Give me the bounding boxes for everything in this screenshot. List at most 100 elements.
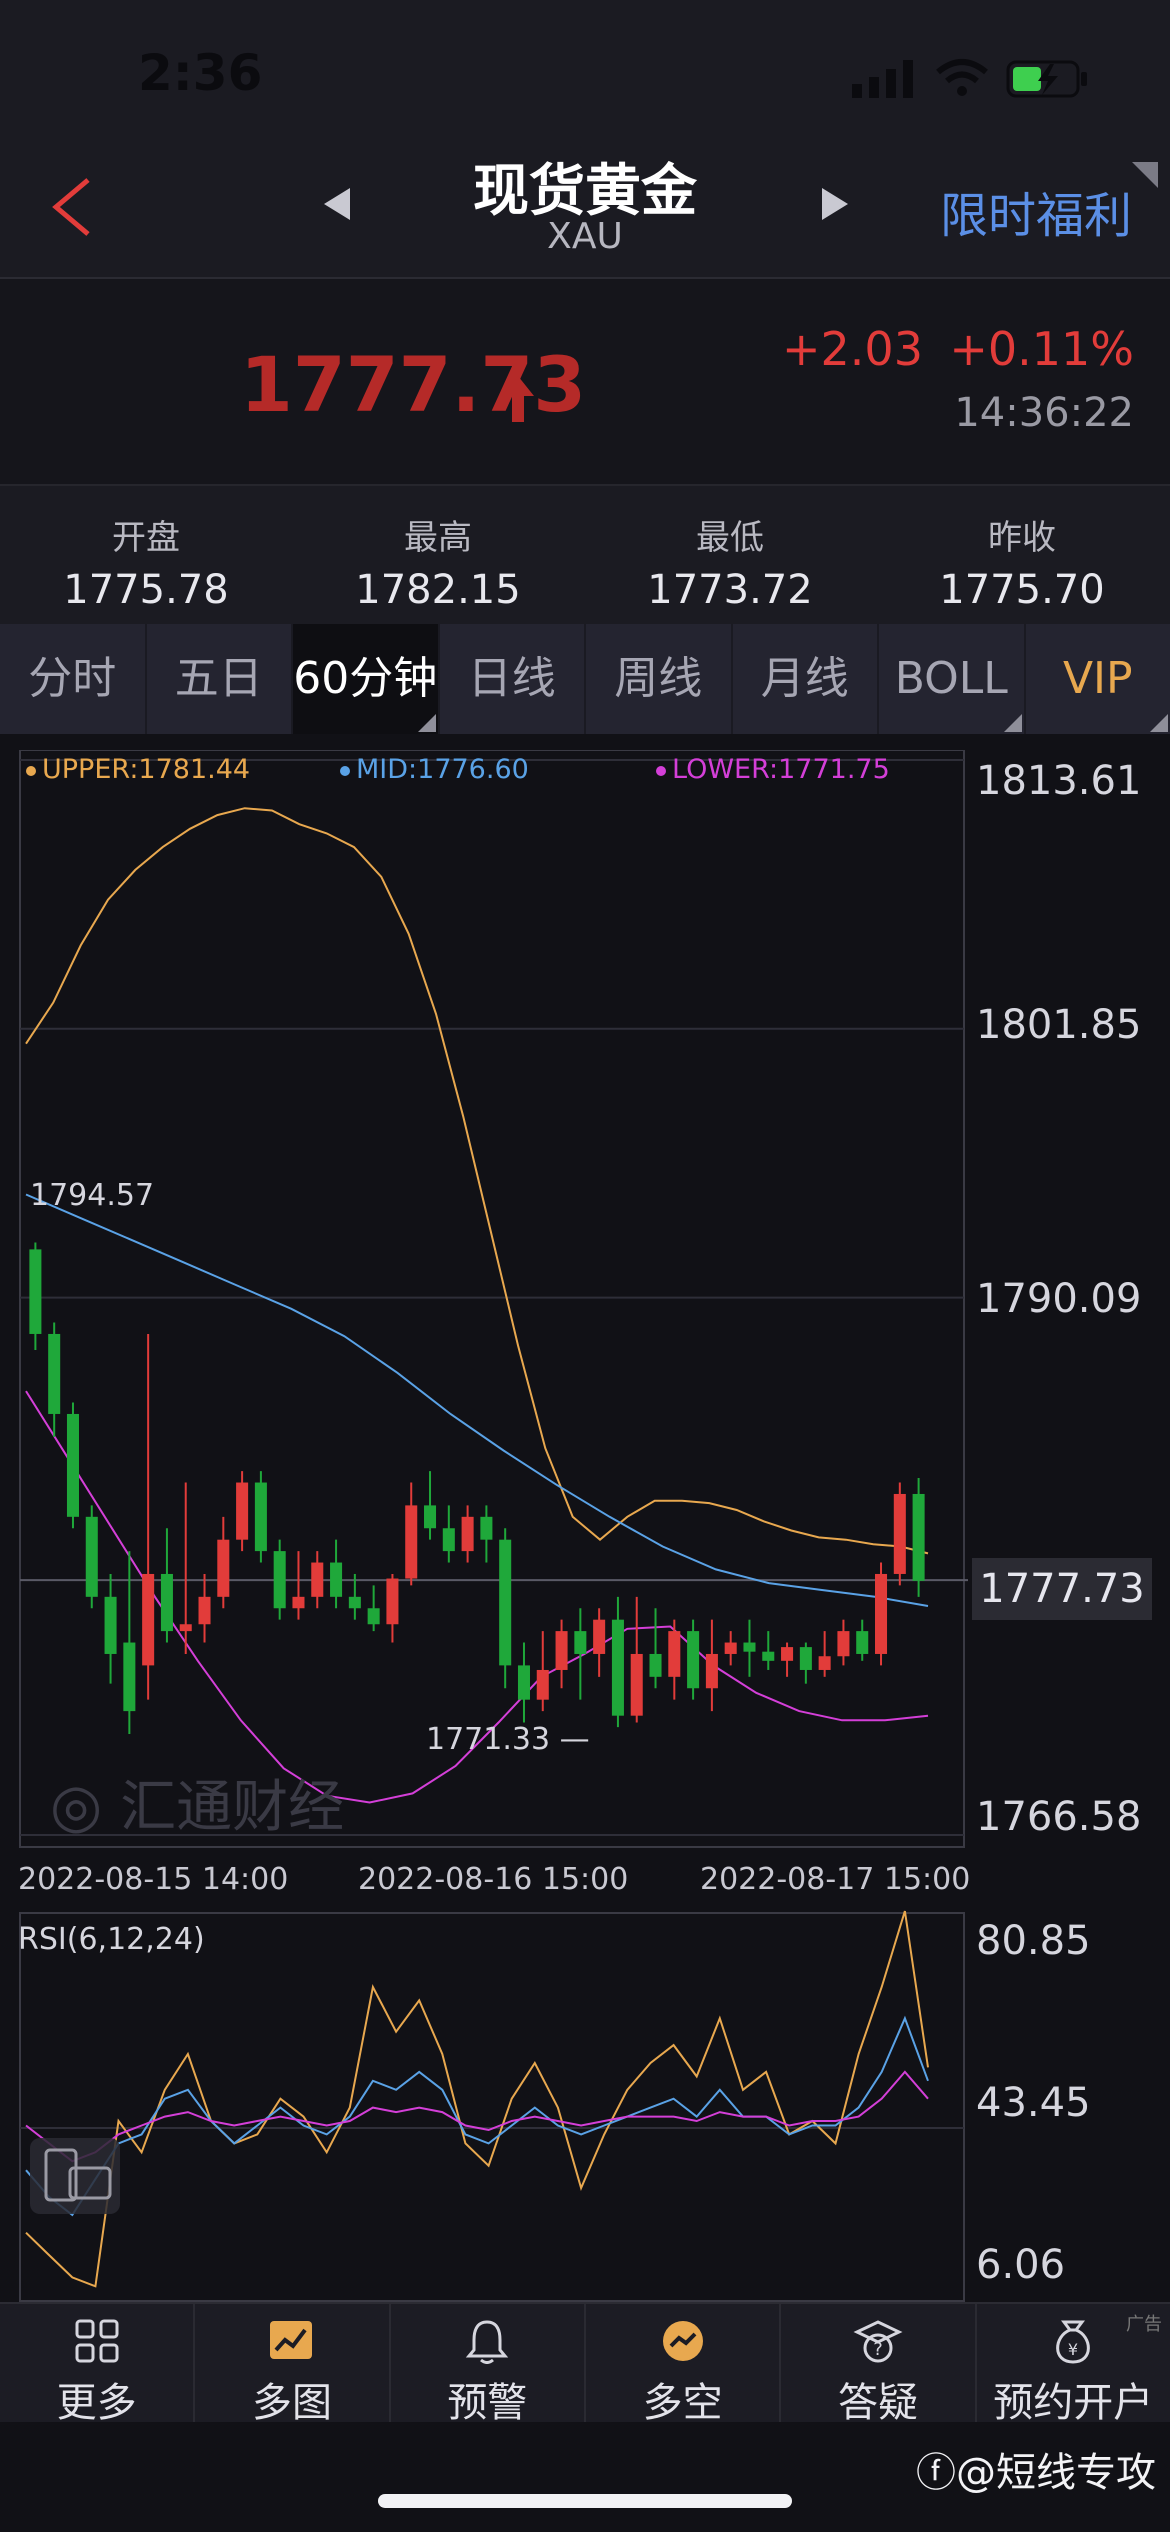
multi-chart-icon — [269, 2321, 312, 2359]
legend-lower: LOWER:1771.75 — [656, 754, 890, 785]
candle-body — [123, 1642, 136, 1712]
legend-upper: UPPER:1781.44 — [26, 754, 250, 785]
candle-body — [875, 1573, 888, 1654]
candle-body — [104, 1596, 117, 1654]
stat-prev-close: 昨收 1775.70 — [939, 518, 1105, 613]
stat-low: 最低 1773.72 — [647, 518, 813, 613]
kline-chart[interactable] — [18, 750, 1170, 2310]
wifi-icon — [936, 59, 988, 96]
up-arrow-icon — [502, 376, 534, 422]
y-tick-3: 1790.09 — [976, 1276, 1142, 1322]
nav-open-account[interactable]: 广告 ¥ 预约开户 — [977, 2304, 1170, 2426]
nav-multi-chart[interactable]: 多图 — [195, 2304, 391, 2426]
page-title: 现货黄金 — [473, 159, 697, 224]
bell-icon — [466, 2320, 509, 2364]
rsi24-line — [25, 2070, 929, 2163]
battery-icon — [1006, 60, 1087, 98]
candle-body — [893, 1493, 906, 1574]
boll-lower-line — [25, 1390, 929, 1804]
svg-text:¥: ¥ — [1068, 2340, 1078, 2359]
grid-icon — [75, 2319, 119, 2363]
nav-alert[interactable]: 预警 — [391, 2304, 586, 2426]
tab-daily[interactable]: 日线 — [440, 624, 586, 734]
stat-open: 开盘 1775.78 — [63, 518, 229, 613]
low-annotation: 1771.33 — — [426, 1722, 590, 1757]
candle-body — [818, 1656, 831, 1670]
bottom-nav: 更多 多图 预警 多空 ? 答疑 广告 ¥ — [0, 2302, 1170, 2426]
candle-body — [179, 1624, 192, 1632]
nav-more[interactable]: 更多 — [0, 2304, 196, 2426]
signal-icon — [852, 60, 913, 98]
tab-weekly[interactable]: 周线 — [586, 624, 733, 734]
candle-body — [273, 1551, 286, 1609]
page-subtitle: XAU — [547, 216, 623, 257]
stats-row: 开盘 1775.78 最高 1782.15 最低 1773.72 昨收 1775.70 — [0, 484, 1170, 626]
candle-body — [555, 1631, 568, 1670]
candle-body — [593, 1619, 606, 1654]
gift-corner-icon — [1132, 162, 1158, 188]
candle-body — [254, 1482, 267, 1552]
home-area — [0, 2422, 1170, 2532]
tab-five-day[interactable]: 五日 — [147, 624, 293, 734]
candle-body — [311, 1562, 324, 1597]
rsi-tick-2: 43.45 — [976, 2080, 1091, 2126]
header-bar — [0, 140, 1170, 279]
tab-60min[interactable]: 60分钟 — [293, 624, 440, 734]
candle-body — [499, 1539, 512, 1666]
candle-body — [743, 1642, 756, 1652]
y-tick-2: 1801.85 — [976, 1002, 1142, 1048]
status-bar: 2:36 — [0, 0, 1170, 140]
svg-text:?: ? — [873, 2339, 883, 2360]
nav-long-short[interactable]: 多空 — [586, 2304, 782, 2426]
candle-body — [142, 1573, 155, 1666]
candle-body — [536, 1669, 549, 1700]
home-indicator[interactable] — [378, 2494, 792, 2508]
candle-body — [837, 1631, 850, 1657]
period-tabs: 分时 五日 60分钟 日线 周线 月线 BOLL VIP — [0, 624, 1170, 734]
back-arrow-icon[interactable] — [48, 176, 94, 238]
candle-body — [442, 1528, 455, 1552]
candle-body — [48, 1333, 61, 1414]
candle-body — [85, 1516, 98, 1597]
rsi12-line — [25, 2015, 929, 2217]
tab-indicator-boll[interactable]: BOLL — [879, 624, 1026, 734]
ad-badge: 广告 — [1125, 2314, 1162, 2335]
landscape-toggle-icon[interactable] — [30, 2138, 120, 2214]
tab-vip[interactable]: VIP — [1026, 624, 1170, 734]
last-price: 1777.73 — [240, 340, 587, 429]
legend-mid: MID:1776.60 — [340, 754, 529, 785]
candle-body — [724, 1642, 737, 1654]
candle-body — [799, 1647, 812, 1670]
boll-upper-line — [25, 807, 929, 1555]
candle-body — [480, 1516, 493, 1540]
candle-body — [705, 1653, 718, 1689]
candle-body — [348, 1596, 361, 1609]
y-tick-4: 1766.58 — [976, 1794, 1142, 1840]
rsi6-line — [25, 1910, 929, 2288]
price-change: +2.03 — [782, 322, 923, 376]
prev-instrument-icon[interactable] — [322, 186, 352, 222]
tab-monthly[interactable]: 月线 — [733, 624, 879, 734]
candle-body — [517, 1665, 530, 1700]
y-tick-1: 1813.61 — [976, 758, 1142, 804]
next-instrument-icon[interactable] — [820, 186, 850, 222]
candle-body — [424, 1505, 437, 1529]
candle-body — [630, 1653, 643, 1716]
x-label-2: 2022-08-16 15:00 — [358, 1862, 629, 1897]
money-bag-icon: ¥ — [1056, 2320, 1091, 2364]
candle-body — [687, 1631, 700, 1689]
candle-body — [856, 1631, 869, 1654]
candle-body — [292, 1596, 305, 1609]
tab-minute[interactable]: 分时 — [0, 624, 147, 734]
candle-body — [217, 1539, 230, 1597]
candle-body — [386, 1578, 399, 1625]
status-time: 2:36 — [138, 44, 263, 102]
candle-body — [781, 1647, 794, 1661]
nav-qa[interactable]: ? 答疑 — [781, 2304, 977, 2426]
quote-time: 14:36:22 — [954, 390, 1134, 436]
watermark: ◎ 汇通财经 — [50, 1771, 345, 1841]
price-change-pct: +0.11% — [949, 322, 1134, 376]
candle-body — [649, 1653, 662, 1677]
promo-link[interactable]: 限时福利 — [939, 188, 1132, 244]
rsi-tick-1: 80.85 — [976, 1918, 1091, 1964]
